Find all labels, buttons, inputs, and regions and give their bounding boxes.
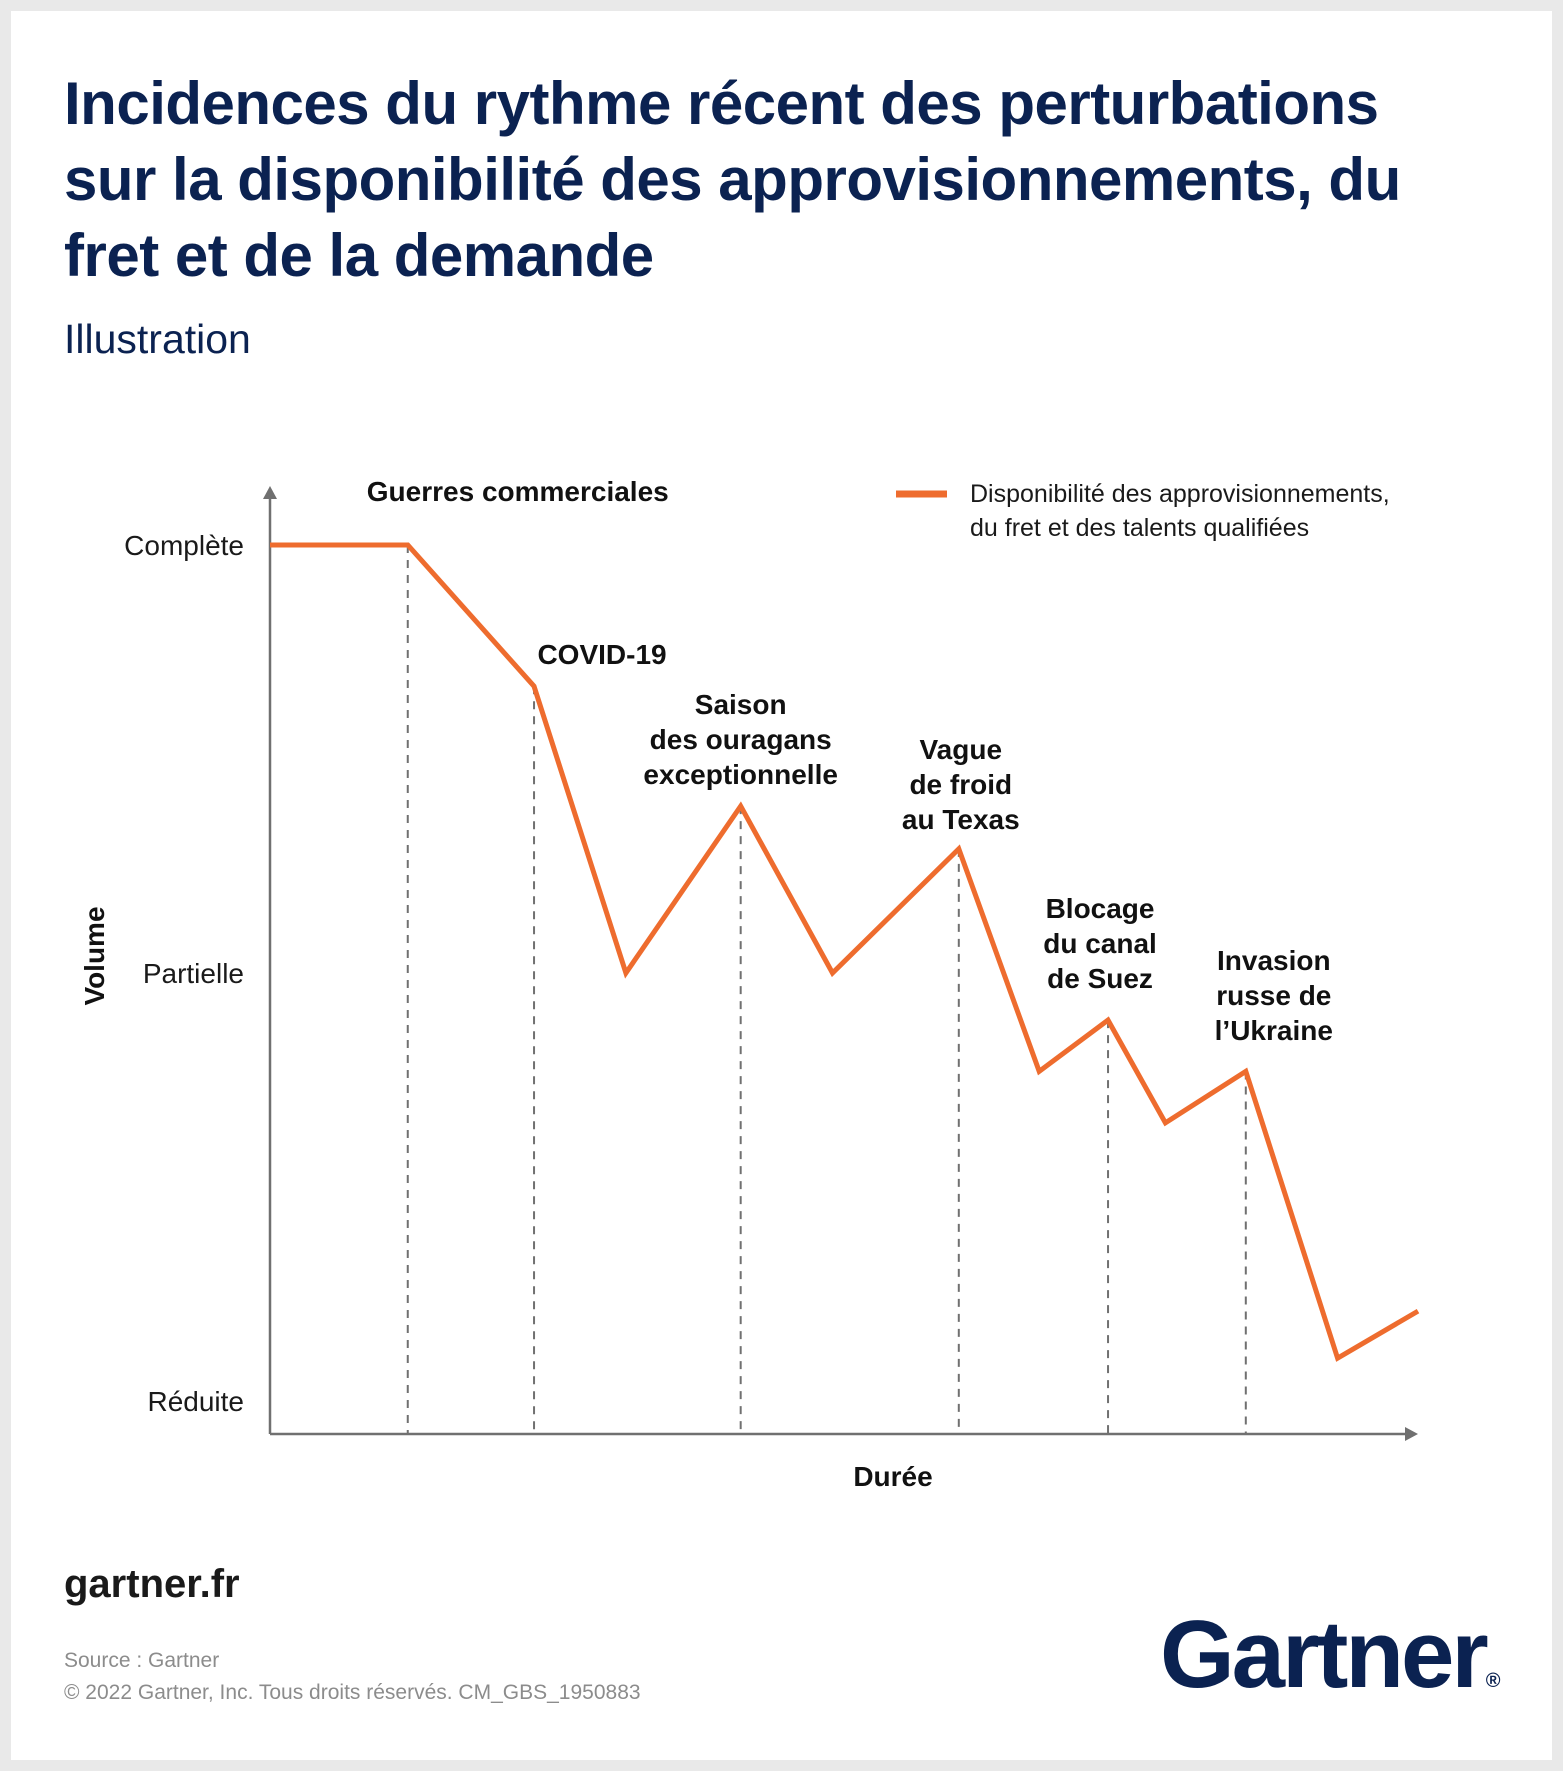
event-label: Guerres commerciales	[367, 476, 669, 507]
y-tick-labels: Réduite Partielle Complète	[124, 530, 244, 1417]
source-note: Source : Gartner © 2022 Gartner, Inc. To…	[64, 1645, 641, 1709]
legend-label: Disponibilité des approvisionnements, du …	[970, 480, 1390, 542]
event-label: Invasion russe de l’Ukraine	[1215, 945, 1333, 1046]
copyright-line: © 2022 Gartner, Inc. Tous droits réservé…	[64, 1681, 641, 1704]
y-tick-label: Réduite	[147, 1386, 244, 1417]
legend: Disponibilité des approvisionnements, du …	[896, 480, 1390, 542]
x-axis-label: Durée	[853, 1461, 932, 1492]
line-chart: Réduite Partielle Complète Volume Durée Gu…	[79, 476, 1420, 1492]
series-group	[270, 542, 1420, 1362]
y-tick-label: Partielle	[143, 958, 244, 989]
event-label: COVID-19	[537, 639, 666, 670]
event-labels: Guerres commerciales COVID-19 Saison des ou…	[367, 476, 1333, 1046]
y-axis-label: Volume	[79, 906, 110, 1005]
gartner-logo: Gartner®	[1160, 1600, 1501, 1710]
logo-text: Gartner	[1160, 1601, 1489, 1708]
event-label: Saison des ouragans exceptionnelle	[643, 689, 838, 790]
chart-axes	[263, 486, 1418, 1441]
y-axis-arrow	[263, 486, 277, 499]
infographic-card	[11, 11, 1552, 1760]
website-label: gartner.fr	[64, 1562, 240, 1606]
source-line: Source : Gartner	[64, 1649, 220, 1672]
event-guide-lines	[406, 545, 1247, 1434]
event-label: Blocage du canal de Suez	[1043, 893, 1157, 994]
registered-mark: ®	[1485, 1670, 1501, 1692]
series-line	[270, 542, 1420, 1362]
chart-title: Incidences du rythme récent des perturba…	[64, 70, 1401, 289]
y-tick-label: Complète	[124, 530, 244, 561]
chart-subtitle: Illustration	[64, 316, 251, 362]
event-label: Vague de froid au Texas	[902, 734, 1020, 835]
x-axis-arrow	[1405, 1427, 1418, 1441]
